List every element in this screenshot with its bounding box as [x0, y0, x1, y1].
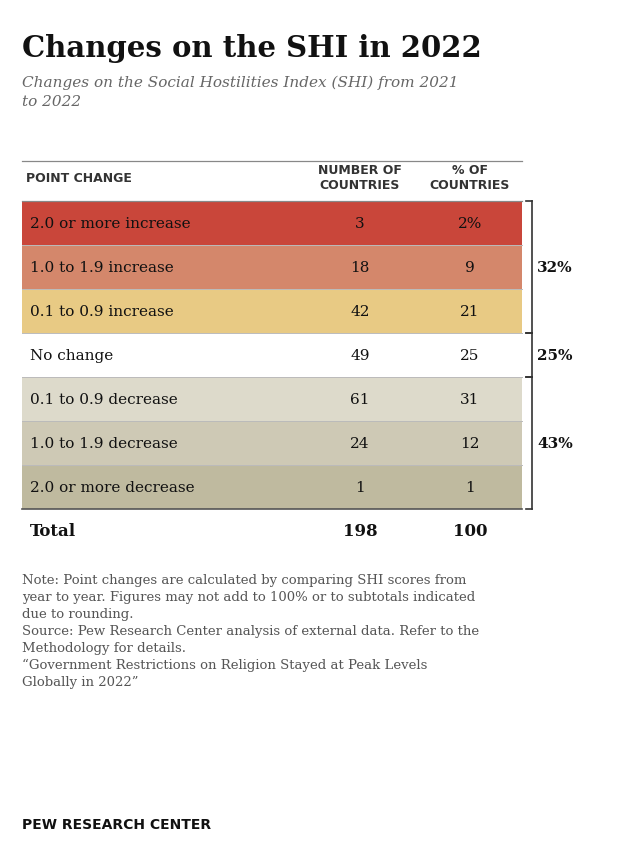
Text: NUMBER OF
COUNTRIES: NUMBER OF COUNTRIES — [318, 164, 402, 192]
Bar — [22, 201, 522, 245]
Text: 0.1 to 0.9 increase: 0.1 to 0.9 increase — [30, 305, 174, 319]
Text: 2%: 2% — [458, 217, 482, 231]
Bar — [22, 245, 522, 289]
Text: 18: 18 — [350, 261, 370, 275]
Text: 2.0 or more decrease: 2.0 or more decrease — [30, 480, 195, 494]
Text: POINT CHANGE: POINT CHANGE — [26, 171, 132, 184]
Text: “Government Restrictions on Religion Stayed at Peak Levels: “Government Restrictions on Religion Sta… — [22, 659, 427, 672]
Text: PEW RESEARCH CENTER: PEW RESEARCH CENTER — [22, 817, 211, 831]
Text: 2.0 or more increase: 2.0 or more increase — [30, 217, 190, 231]
Bar — [22, 378, 522, 422]
Text: 1: 1 — [465, 480, 475, 494]
Text: 1.0 to 1.9 decrease: 1.0 to 1.9 decrease — [30, 437, 178, 450]
Text: % OF
COUNTRIES: % OF COUNTRIES — [430, 164, 510, 192]
Bar — [22, 422, 522, 466]
Text: Changes on the SHI in 2022: Changes on the SHI in 2022 — [22, 34, 482, 63]
Text: due to rounding.: due to rounding. — [22, 607, 133, 620]
Text: 43%: 43% — [537, 437, 573, 450]
Text: Total: Total — [30, 523, 76, 540]
Text: Note: Point changes are calculated by comparing SHI scores from: Note: Point changes are calculated by co… — [22, 573, 466, 586]
Bar — [22, 466, 522, 510]
Text: 49: 49 — [350, 349, 370, 362]
Text: 61: 61 — [350, 393, 370, 406]
Text: 12: 12 — [460, 437, 480, 450]
Text: 25%: 25% — [537, 349, 572, 362]
Text: 31: 31 — [460, 393, 480, 406]
Text: 24: 24 — [350, 437, 370, 450]
Text: No change: No change — [30, 349, 113, 362]
Text: Source: Pew Research Center analysis of external data. Refer to the: Source: Pew Research Center analysis of … — [22, 624, 479, 637]
Text: 25: 25 — [460, 349, 480, 362]
Text: 1: 1 — [355, 480, 365, 494]
Text: Changes on the Social Hostilities Index (SHI) from 2021
to 2022: Changes on the Social Hostilities Index … — [22, 76, 459, 108]
Text: 100: 100 — [453, 523, 487, 540]
Text: Methodology for details.: Methodology for details. — [22, 641, 186, 654]
Text: 42: 42 — [350, 305, 370, 319]
Text: 3: 3 — [355, 217, 365, 231]
Text: 9: 9 — [465, 261, 475, 275]
Text: 0.1 to 0.9 decrease: 0.1 to 0.9 decrease — [30, 393, 178, 406]
Text: year to year. Figures may not add to 100% or to subtotals indicated: year to year. Figures may not add to 100… — [22, 591, 476, 604]
Bar — [22, 289, 522, 333]
Text: 21: 21 — [460, 305, 480, 319]
Text: 1.0 to 1.9 increase: 1.0 to 1.9 increase — [30, 261, 174, 275]
Text: 198: 198 — [343, 523, 378, 540]
Text: 32%: 32% — [537, 261, 573, 275]
Text: Globally in 2022”: Globally in 2022” — [22, 675, 138, 688]
